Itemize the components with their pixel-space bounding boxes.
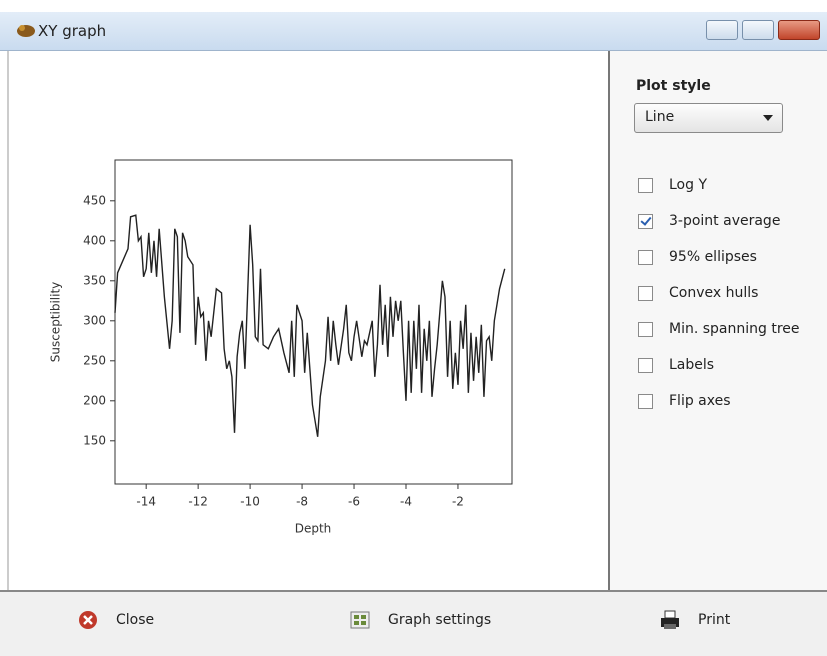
x-tick-label: -6 [348, 495, 360, 509]
x-tick-label: -2 [452, 495, 464, 509]
toolbar-button[interactable]: Close [78, 610, 154, 630]
title-bar: XY graph [0, 12, 827, 51]
x-tick-label: -12 [188, 495, 208, 509]
plot-style-value: Line [645, 109, 675, 125]
option-label: Convex hulls [669, 285, 759, 301]
option-row[interactable]: 3-point average [638, 211, 780, 231]
data-line [114, 214, 506, 437]
y-tick-label: 150 [83, 433, 106, 447]
option-label: 95% ellipses [669, 249, 757, 265]
checkbox[interactable] [638, 285, 653, 301]
button-label: Close [116, 612, 155, 628]
close-window-button[interactable] [778, 20, 820, 40]
checkbox[interactable] [638, 357, 653, 373]
minimize-button[interactable] [706, 20, 738, 40]
checkbox[interactable] [638, 321, 653, 337]
checkbox[interactable] [638, 177, 653, 193]
x-tick-label: -4 [400, 495, 412, 509]
window-title: XY graph [38, 22, 107, 40]
app-icon [17, 25, 35, 37]
option-label: Labels [669, 357, 715, 373]
button-label: Graph settings [388, 612, 492, 628]
x-tick-label: -14 [136, 495, 156, 509]
y-tick-label: 400 [83, 233, 106, 247]
button-icon [79, 611, 97, 629]
button-bar: Close Graph settings Print [0, 590, 827, 656]
button-icon [350, 611, 370, 629]
maximize-button[interactable] [742, 20, 774, 40]
option-label: Log Y [669, 177, 708, 193]
plot-style-label: Plot style [636, 78, 711, 94]
y-tick-label: 450 [83, 193, 106, 207]
dropdown-arrow [763, 115, 773, 121]
sidebar: Plot style Line Log Y 3-point average 95% … [608, 51, 827, 590]
y-tick-label: 200 [83, 393, 106, 407]
option-label: 3-point average [669, 213, 781, 229]
y-tick-label: 300 [83, 313, 106, 327]
option-row[interactable]: 95% ellipses [638, 247, 757, 267]
y-tick-label: 250 [83, 353, 106, 367]
option-row[interactable]: Labels [638, 355, 714, 375]
checkbox[interactable] [638, 213, 653, 229]
button-icon [661, 610, 679, 629]
plot-style-dropdown[interactable]: Line [634, 103, 783, 133]
toolbar-button[interactable]: Print [660, 610, 730, 630]
x-tick-label: -10 [240, 495, 260, 509]
option-label: Min. spanning tree [669, 321, 800, 337]
plot-frame [114, 159, 513, 485]
x-tick-label: -8 [296, 495, 308, 509]
x-axis-label: Depth [295, 522, 332, 536]
option-row[interactable]: Log Y [638, 175, 707, 195]
option-row[interactable]: Flip axes [638, 391, 731, 411]
y-tick-label: 350 [83, 273, 106, 287]
button-label: Print [698, 612, 731, 628]
option-label: Flip axes [669, 393, 731, 409]
y-axis-label: Susceptibility [49, 282, 63, 363]
option-row[interactable]: Convex hulls [638, 283, 758, 303]
option-row[interactable]: Min. spanning tree [638, 319, 800, 339]
chart: Depth Susceptibility 150 200 250 300 350 400 4… [7, 51, 513, 590]
checkbox[interactable] [638, 393, 653, 409]
toolbar-button[interactable]: Graph settings [350, 610, 491, 630]
checkbox[interactable] [638, 249, 653, 265]
